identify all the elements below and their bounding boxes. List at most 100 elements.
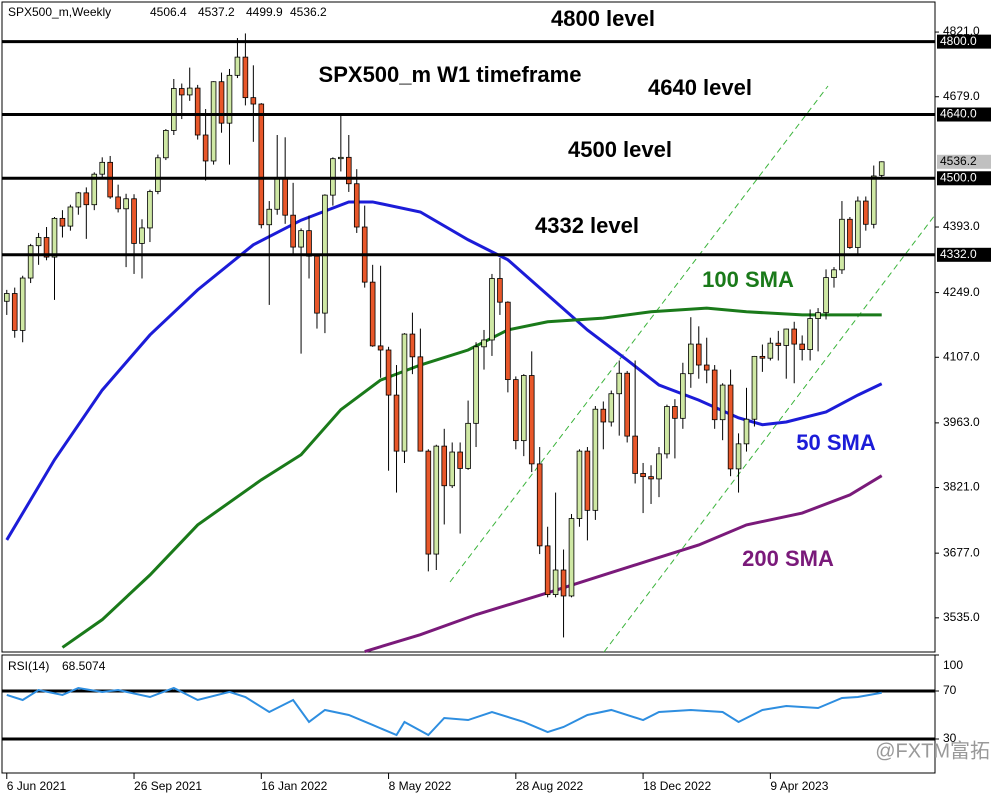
candle-body xyxy=(147,191,153,229)
level-tag xyxy=(937,34,991,49)
rsi-panel-frame xyxy=(1,654,936,774)
candle-body xyxy=(695,343,702,366)
candle-body xyxy=(544,545,551,596)
candle-body xyxy=(536,463,543,547)
x-tick-label: 6 Jun 2021 xyxy=(7,779,67,793)
candle-body xyxy=(385,349,392,396)
level-label: 4800 level xyxy=(551,6,655,31)
candle-body xyxy=(640,473,646,478)
level-tag xyxy=(937,107,991,122)
candle-body xyxy=(513,379,519,442)
candle-body xyxy=(608,393,615,423)
x-tick-label: 16 Jan 2022 xyxy=(261,779,327,793)
candle-body xyxy=(648,476,654,480)
candle-body xyxy=(346,156,352,185)
candle-body xyxy=(560,569,567,597)
candle-body xyxy=(131,198,137,244)
x-tick-label: 26 Sep 2021 xyxy=(134,779,202,793)
ohlc-high: 4537.2 xyxy=(198,5,235,19)
rsi-tick-label: 30 xyxy=(943,731,957,745)
candle-body xyxy=(377,345,384,351)
level-tag xyxy=(937,247,991,262)
level-tag xyxy=(937,171,991,186)
candle-body xyxy=(847,218,853,248)
candle-body xyxy=(775,342,782,346)
candle-body xyxy=(123,198,129,210)
candle-body xyxy=(584,450,591,511)
x-tick-label: 28 Aug 2022 xyxy=(516,779,584,793)
price-tag-label: 4536.2 xyxy=(940,154,977,168)
rsi-tick-label: 100 xyxy=(943,658,963,672)
candle-body xyxy=(680,373,686,419)
candle-body xyxy=(743,418,750,445)
sma-label: 200 SMA xyxy=(742,546,834,571)
candle-body xyxy=(202,134,209,162)
price-tag xyxy=(937,154,991,169)
ohlc-close: 4536.2 xyxy=(290,5,327,19)
y-tick-label: 3535.0 xyxy=(943,610,980,624)
candle-body xyxy=(99,161,106,175)
rsi-line xyxy=(6,686,882,737)
candle-body xyxy=(719,384,726,421)
candle-body xyxy=(711,369,718,421)
candle-body xyxy=(688,343,694,375)
sma-line xyxy=(5,200,883,541)
candle-body xyxy=(863,200,869,225)
rsi-value: 68.5074 xyxy=(62,659,106,673)
candle-body xyxy=(425,450,432,555)
candle-body xyxy=(799,343,805,350)
x-tick-label: 18 Dec 2022 xyxy=(643,779,711,793)
candle-body xyxy=(600,408,607,423)
trend-channel-lower xyxy=(603,214,936,653)
candle-body xyxy=(242,56,249,99)
candle-body xyxy=(306,230,312,257)
candle-body xyxy=(250,97,257,105)
candle-body xyxy=(751,355,758,420)
candle-body xyxy=(11,293,18,331)
candle-body xyxy=(767,342,774,359)
candle-body xyxy=(218,81,225,124)
candle-body xyxy=(409,333,416,358)
y-tick-label: 4249.0 xyxy=(943,285,980,299)
candle-body xyxy=(735,443,742,470)
y-tick-label: 3821.0 xyxy=(943,480,980,494)
candle-body xyxy=(807,318,813,350)
candle-body xyxy=(298,230,304,248)
level-label: 4640 level xyxy=(648,75,752,100)
y-tick-label: 4679.0 xyxy=(943,89,980,103)
candle-body xyxy=(592,408,599,511)
candle-body xyxy=(91,173,98,206)
candle-body xyxy=(878,161,885,176)
candle-body xyxy=(489,278,495,341)
sma-line xyxy=(364,474,883,653)
trend-channel-upper xyxy=(449,85,829,583)
candle-body xyxy=(664,406,670,455)
candle-body xyxy=(234,56,241,76)
candle-body xyxy=(274,177,280,210)
candle-body xyxy=(393,394,400,452)
candle-body xyxy=(3,293,10,302)
x-tick-label: 8 May 2022 xyxy=(389,779,452,793)
candle-body xyxy=(67,206,74,227)
candle-body xyxy=(353,183,360,228)
candle-body xyxy=(481,339,487,348)
level-label: 4500 level xyxy=(568,137,672,162)
sma-label: 100 SMA xyxy=(702,267,794,292)
candle-body xyxy=(870,175,877,225)
level-tag-label: 4800.0 xyxy=(940,34,977,48)
candle-body xyxy=(226,74,233,124)
candle-body xyxy=(171,88,177,131)
candle-body xyxy=(672,406,678,419)
candle-body xyxy=(528,375,535,465)
candle-body xyxy=(624,372,630,437)
candle-body xyxy=(35,237,42,247)
candle-body xyxy=(497,278,503,303)
candle-body xyxy=(194,87,201,136)
candle-body xyxy=(115,196,121,210)
rsi-title: RSI(14) xyxy=(8,659,49,673)
candle-body xyxy=(703,364,710,371)
candle-body xyxy=(783,328,790,346)
candle-body xyxy=(369,281,376,347)
